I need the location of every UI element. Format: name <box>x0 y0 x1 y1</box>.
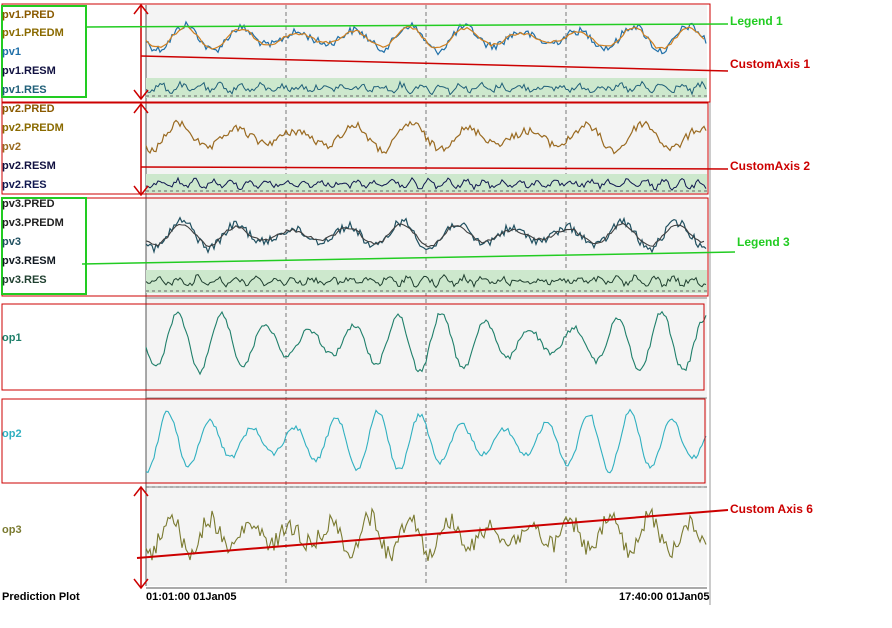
custom-axis-6-arrow-head-top <box>133 485 149 497</box>
series-op2 <box>145 408 707 474</box>
legend-op1: op1 <box>2 332 22 344</box>
legend-op3: op3 <box>2 524 22 536</box>
annotation-box <box>1 398 706 484</box>
custom-axis-2-arrow-head-top <box>133 102 149 114</box>
annotation-legend-1: Legend 1 <box>730 14 783 28</box>
series-pv3 <box>145 216 707 255</box>
legend-pv3-pred: pv3.PRED <box>2 198 55 210</box>
legend-op2: op2 <box>2 428 22 440</box>
series-pv3-res <box>145 273 707 289</box>
series-pv2 <box>145 119 707 155</box>
legend-box-3 <box>1 197 87 295</box>
legend-1-pointer <box>85 23 729 28</box>
custom-axis-1-pointer <box>140 55 729 72</box>
custom-axis-6-pointer <box>136 509 729 559</box>
custom-axis-2-arrow-head-bottom <box>133 185 149 197</box>
legend-3-pointer <box>81 251 736 265</box>
series-pv3-pred <box>145 222 705 248</box>
legend-pv1-resm: pv1.RESM <box>2 65 56 77</box>
legend-pv2-resm: pv2.RESM <box>2 160 56 172</box>
series-pv1-pred <box>145 25 705 50</box>
legend-box-1 <box>1 5 87 98</box>
legend-pv1-pred: pv1.PRED <box>2 9 55 21</box>
legend-pv2: pv2 <box>2 141 21 153</box>
series-op3 <box>145 507 707 562</box>
x-end-label: 17:40:00 01Jan05 <box>619 591 710 603</box>
residual-band <box>146 174 707 193</box>
series-op1 <box>145 310 707 376</box>
annotation-custom-axis-2: CustomAxis 2 <box>730 159 811 173</box>
legend-pv1-res: pv1.RES <box>2 84 47 96</box>
residual-band <box>146 270 707 293</box>
legend-pv1: pv1 <box>2 46 21 58</box>
custom-axis-1-arrow-head-bottom <box>133 89 149 101</box>
annotation-custom-axis-1: CustomAxis 1 <box>730 57 811 71</box>
legend-pv3-predm: pv3.PREDM <box>2 217 64 229</box>
legend-pv3-resm: pv3.RESM <box>2 255 56 267</box>
residual-band <box>146 78 707 98</box>
legend-pv3-res: pv3.RES <box>2 274 47 286</box>
legend-pv3: pv3 <box>2 236 21 248</box>
custom-axis-2-pointer <box>140 166 729 170</box>
legend-pv2-res: pv2.RES <box>2 179 47 191</box>
legend-pv2-predm: pv2.PREDM <box>2 122 64 134</box>
legend-pv2-pred: pv2.PRED <box>2 103 55 115</box>
legend-pv1-predm: pv1.PREDM <box>2 27 64 39</box>
x-start-label: 01:01:00 01Jan05 <box>146 591 237 603</box>
series-pv2-res <box>145 176 707 191</box>
custom-axis-6-arrow-head-bottom <box>133 578 149 590</box>
annotation-custom-axis-6: Custom Axis 6 <box>730 502 813 516</box>
annotation-box <box>1 102 709 195</box>
annotation-legend-3: Legend 3 <box>737 235 790 249</box>
series-pv1-res <box>145 80 707 96</box>
chart-title: Prediction Plot <box>2 591 80 603</box>
annotation-box <box>1 303 705 391</box>
custom-axis-1-arrow-head-top <box>133 3 149 15</box>
